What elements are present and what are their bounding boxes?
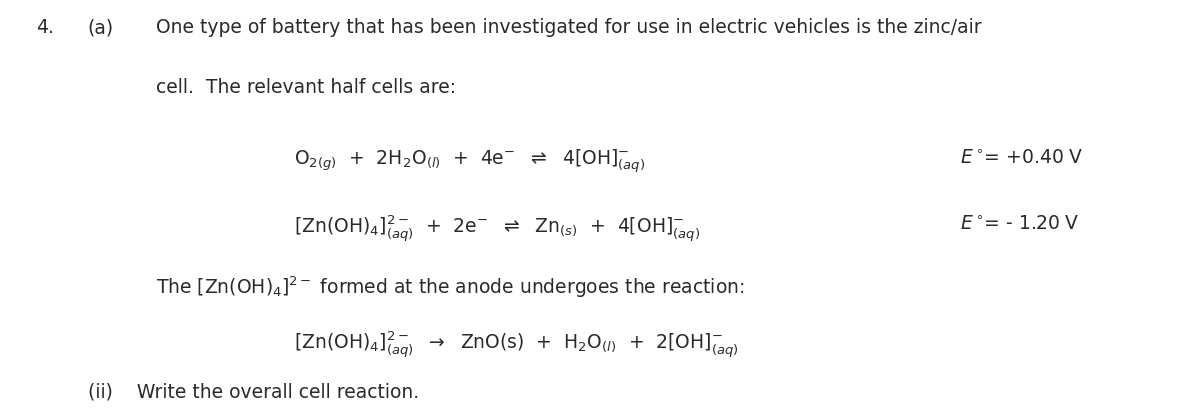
Text: The [Zn(OH)$_{4}$]$^{2-}$ formed at the anode undergoes the reaction:: The [Zn(OH)$_{4}$]$^{2-}$ formed at the … — [156, 274, 744, 299]
Text: O$_{2(g)}$  +  2H$_{2}$O$_{(l)}$  +  4e$^{-}$  $\rightleftharpoons$  4[OH]$^{-}_: O$_{2(g)}$ + 2H$_{2}$O$_{(l)}$ + 4e$^{-}… — [294, 147, 646, 175]
Text: cell.  The relevant half cells are:: cell. The relevant half cells are: — [156, 78, 456, 97]
Text: (ii)    Write the overall cell reaction.: (ii) Write the overall cell reaction. — [88, 381, 419, 400]
Text: 4.: 4. — [36, 18, 54, 37]
Text: One type of battery that has been investigated for use in electric vehicles is t: One type of battery that has been invest… — [156, 18, 982, 37]
Text: $E\,^{\circ}$= - 1.20 V: $E\,^{\circ}$= - 1.20 V — [960, 213, 1080, 232]
Text: $E\,^{\circ}$= +0.40 V: $E\,^{\circ}$= +0.40 V — [960, 147, 1084, 166]
Text: [Zn(OH)$_{4}$]$^{2-}_{(aq)}$  $\rightarrow$  ZnO(s)  +  H$_{2}$O$_{(l)}$  +  2[O: [Zn(OH)$_{4}$]$^{2-}_{(aq)}$ $\rightarro… — [294, 329, 739, 360]
Text: [Zn(OH)$_{4}$]$^{2-}_{(aq)}$  +  2e$^{-}$  $\rightleftharpoons$  Zn$_{(s)}$  +  : [Zn(OH)$_{4}$]$^{2-}_{(aq)}$ + 2e$^{-}$ … — [294, 213, 700, 244]
Text: (a): (a) — [88, 18, 114, 37]
